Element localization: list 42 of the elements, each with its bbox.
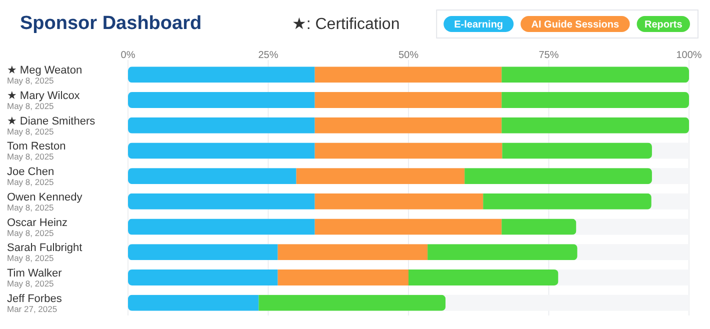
y-tick-label: Tim Walker May 8, 2025 <box>7 267 62 288</box>
bar <box>128 168 296 184</box>
y-tick-label: Oscar Heinz May 8, 2025 <box>7 216 68 238</box>
bar <box>128 294 259 311</box>
bar <box>128 244 278 260</box>
bar <box>483 193 652 210</box>
text: AI Guide Sessions <box>531 20 620 30</box>
text: ★: Certification <box>292 16 400 33</box>
bar <box>502 66 689 83</box>
bar <box>408 269 558 286</box>
y-tick-label: Tom Reston May 8, 2025 <box>7 140 66 162</box>
x-tick-label: 25% <box>258 50 278 61</box>
y-tick-label: Joe Chen May 8, 2025 <box>7 166 54 188</box>
x-tick-label: 50% <box>398 50 419 61</box>
bar <box>278 244 428 260</box>
bar <box>278 269 408 286</box>
y-tick-label: Sarah Fulbright May 8, 2025 <box>7 242 82 264</box>
y-tick-label: Jeff Forbes Mar 27, 2025 <box>7 292 62 314</box>
text: Reports <box>644 20 683 30</box>
bar <box>128 92 315 108</box>
bar <box>128 117 315 134</box>
chart-title: Sponsor Dashboard <box>20 13 202 34</box>
bar <box>428 244 578 260</box>
x-tick-label: 75% <box>538 50 559 61</box>
bar <box>128 66 315 83</box>
bar <box>502 117 689 134</box>
bar <box>314 193 484 210</box>
bar <box>502 142 652 159</box>
x-tick-label: 0% <box>120 50 136 61</box>
bar <box>296 168 465 184</box>
y-tick-label: ★ Mary Wilcox May 8, 2025 <box>7 90 80 112</box>
bar <box>502 92 689 108</box>
x-tick-label: 100% <box>676 50 702 61</box>
y-tick-label: Owen Kennedy May 8, 2025 <box>7 191 83 212</box>
bar <box>502 218 576 235</box>
y-tick-label: ★ Diane Smithers May 8, 2025 <box>7 115 96 136</box>
bar <box>314 92 502 108</box>
bar <box>128 269 278 286</box>
y-tick-label: ★ Meg Weaton May 8, 2025 <box>7 64 82 86</box>
bar <box>314 66 502 83</box>
bar <box>314 117 502 134</box>
text: E-learning <box>454 20 504 30</box>
